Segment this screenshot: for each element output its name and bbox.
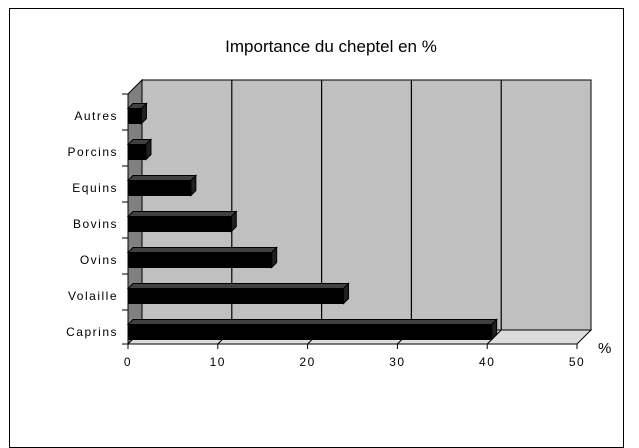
bar (127, 180, 192, 196)
bar-top-face (126, 247, 278, 253)
bar-top-face (126, 211, 238, 217)
category-label: Volaille (68, 289, 118, 303)
x-unit-label: % (598, 340, 611, 357)
x-tick-label: 30 (389, 355, 405, 369)
category-label: Porcins (67, 145, 118, 159)
bar (127, 216, 232, 232)
chart-svg: Importance du cheptel en % Autres Porcins… (66, 37, 611, 369)
bar (127, 324, 493, 340)
x-tick-label: 0 (124, 355, 132, 369)
bar-top-face (126, 283, 350, 289)
category-label: Ovins (80, 253, 118, 267)
bar (127, 108, 142, 124)
x-tick-label: 40 (479, 355, 495, 369)
bar-top-face (126, 319, 498, 325)
axes (122, 93, 578, 349)
chart-title: Importance du cheptel en % (225, 37, 437, 56)
bar (127, 252, 273, 268)
category-label: Caprins (66, 325, 118, 339)
x-tick-label: 50 (569, 355, 585, 369)
x-tick-label: 10 (210, 355, 226, 369)
category-label: Bovins (73, 217, 118, 231)
labels: Autres Porcins Equins Bovins Ovins Volaille Ca… (66, 109, 585, 369)
category-label: Autres (74, 109, 118, 123)
category-label: Equins (72, 181, 118, 195)
bar (127, 288, 345, 304)
bar (127, 144, 147, 160)
bars (126, 102, 498, 341)
bar-top-face (126, 175, 198, 181)
x-tick-label: 20 (299, 355, 315, 369)
